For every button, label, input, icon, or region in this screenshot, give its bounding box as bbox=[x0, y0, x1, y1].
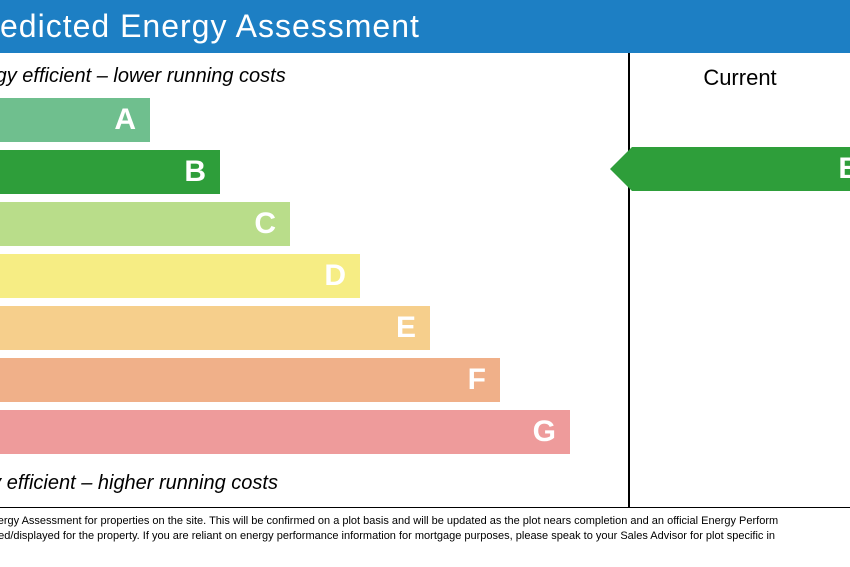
efficiency-band-e: 54E bbox=[0, 306, 628, 350]
efficiency-scale-column: y energy efficient – lower running costs… bbox=[0, 53, 630, 507]
efficiency-band-c: 80C bbox=[0, 202, 628, 246]
band-bar: 68D bbox=[0, 254, 360, 298]
band-bar: 38F bbox=[0, 358, 500, 402]
efficiency-band-f: 38F bbox=[0, 358, 628, 402]
arrow-head bbox=[610, 147, 632, 191]
footnote-text: redicted' Energy Assessment for properti… bbox=[0, 508, 850, 544]
efficiency-band-g: 0G bbox=[0, 410, 628, 454]
header-title: edicted Energy Assessment bbox=[0, 8, 420, 44]
chart-zone: y energy efficient – lower running costs… bbox=[0, 53, 850, 508]
band-bar: 80C bbox=[0, 202, 290, 246]
band-bar: 54E bbox=[0, 306, 430, 350]
efficiency-band-a: plusA bbox=[0, 98, 628, 142]
current-rating-arrow: B bbox=[610, 147, 850, 191]
band-letter: E bbox=[396, 311, 430, 345]
efficiency-band-d: 68D bbox=[0, 254, 628, 298]
band-letter: D bbox=[324, 259, 360, 293]
band-bar: 91B bbox=[0, 150, 220, 194]
header-bar: edicted Energy Assessment bbox=[0, 0, 850, 53]
band-bar: 0G bbox=[0, 410, 570, 454]
current-rating-letter: B bbox=[838, 152, 850, 186]
energy-assessment-chart: edicted Energy Assessment y energy effic… bbox=[0, 0, 850, 567]
efficiency-label-bottom: energy efficient – higher running costs bbox=[0, 462, 628, 499]
band-bar: plusA bbox=[0, 98, 150, 142]
band-letter: G bbox=[533, 415, 570, 449]
current-heading: Current bbox=[630, 61, 850, 101]
current-rating-column: Current B bbox=[630, 53, 850, 507]
efficiency-label-top: y energy efficient – lower running costs bbox=[0, 61, 628, 98]
arrow-body bbox=[632, 147, 850, 191]
band-letter: F bbox=[468, 363, 500, 397]
band-letter: B bbox=[184, 155, 220, 189]
efficiency-bars: plusA 91B 80C 68D 54E 38F 0G bbox=[0, 98, 628, 454]
band-letter: C bbox=[254, 207, 290, 241]
band-letter: A bbox=[114, 103, 150, 137]
efficiency-band-b: 91B bbox=[0, 150, 628, 194]
